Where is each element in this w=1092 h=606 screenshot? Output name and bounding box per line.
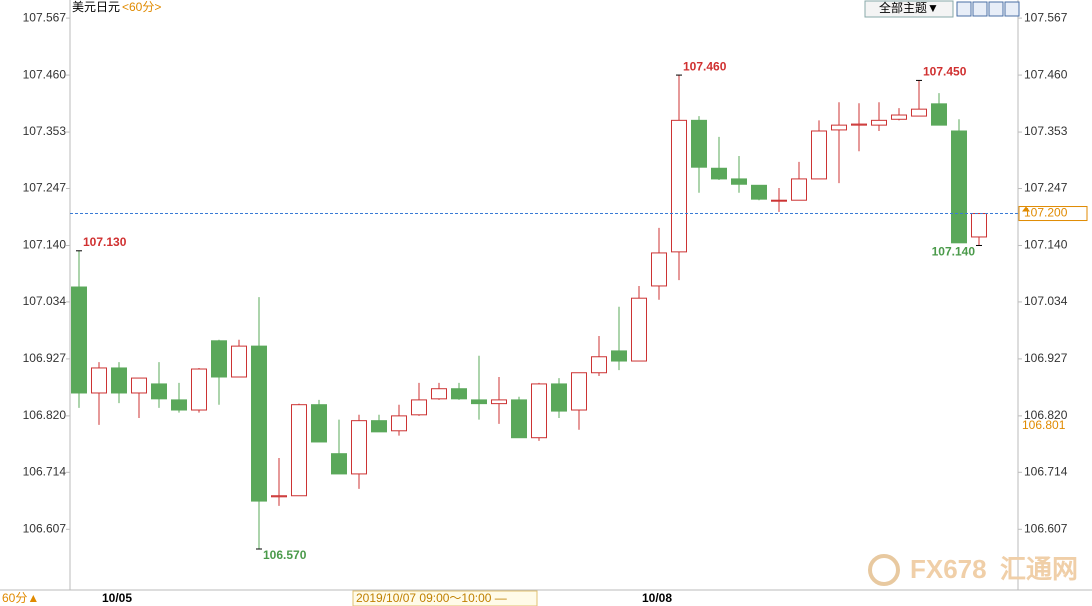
watermark-name: 汇通网 [1000, 554, 1078, 584]
candle-body [571, 372, 587, 411]
candle-body [131, 377, 147, 394]
y-tick-label: 107.353 [23, 124, 67, 138]
y-tick-label: 106.714 [23, 464, 67, 478]
tool-icon[interactable] [972, 1, 988, 17]
theme-button[interactable] [864, 0, 954, 18]
candle-body [271, 495, 287, 498]
symbol: 美元日元 [72, 0, 120, 14]
candle-body [711, 167, 727, 180]
y-tick-label: 107.567 [23, 10, 67, 24]
y2-tick-label: 107.140 [1024, 238, 1068, 252]
annotation-label: 107.450 [923, 65, 967, 79]
candle-body [151, 383, 167, 400]
candle-body [211, 340, 227, 378]
y-tick-label: 106.927 [23, 351, 67, 365]
watermark-logo [868, 554, 900, 586]
candle-body [391, 415, 407, 432]
y-tick-label: 106.607 [23, 521, 67, 535]
candle-body [751, 184, 767, 200]
y-tick-label: 107.247 [23, 181, 67, 195]
tool-icon[interactable] [1004, 1, 1020, 17]
candle-body [731, 178, 747, 185]
candle-body [491, 399, 507, 405]
candle-body [331, 453, 347, 475]
candle-body [531, 383, 547, 439]
candle-body [891, 114, 907, 120]
candle-body [251, 345, 267, 502]
annotation-label: 106.570 [263, 548, 307, 562]
candle-body [231, 345, 247, 378]
candle-body [631, 297, 647, 362]
current-price-label: 107.200 [1024, 206, 1068, 220]
crosshair-time-box [352, 590, 538, 606]
x-tick-label: 10/08 [642, 591, 672, 605]
y2-tick-label: 107.034 [1024, 294, 1068, 308]
candle-body [671, 119, 687, 253]
candle-body [551, 383, 567, 412]
theme-button-label[interactable]: 全部主题▼ [879, 0, 939, 15]
candle-body [971, 213, 987, 238]
candle-body [651, 252, 667, 287]
y-tick-label: 107.460 [23, 67, 67, 81]
candle-body [451, 388, 467, 400]
candle-body [371, 420, 387, 433]
y2-tick-label: 107.247 [1024, 181, 1068, 195]
current-price-arrow [1022, 206, 1030, 212]
annotation-label: 107.130 [83, 235, 127, 249]
candle-body [691, 119, 707, 168]
y2-tick-label: 107.460 [1024, 67, 1068, 81]
footer-period[interactable]: 60分▲ [2, 591, 39, 605]
annotation-label: 107.140 [932, 245, 976, 259]
crosshair-time: 2019/10/07 09:00～10:00 — [356, 591, 507, 605]
candle-body [471, 399, 487, 405]
candle-body [811, 130, 827, 180]
candle-body [351, 420, 367, 475]
x-tick-label: 10/05 [102, 591, 132, 605]
candle-body [191, 368, 207, 411]
tool-icon[interactable] [956, 1, 972, 17]
watermark-brand: FX678 [910, 554, 987, 584]
candle-body [611, 350, 627, 362]
candle-body [291, 404, 307, 497]
candle-body [171, 399, 187, 411]
candle-body [91, 367, 107, 394]
y2-tick-label: 106.714 [1024, 464, 1068, 478]
y2-tick-label: 106.927 [1024, 351, 1068, 365]
candle-body [111, 367, 127, 394]
candle-body [911, 108, 927, 117]
y2-tick-label: 107.567 [1024, 10, 1068, 24]
candle-body [431, 388, 447, 400]
candle-body [831, 124, 847, 131]
y-tick-label: 107.034 [23, 294, 67, 308]
marker-price-label: 106.801 [1022, 418, 1066, 432]
annotation-label: 107.460 [683, 59, 727, 73]
current-price-box [1018, 206, 1088, 222]
period: <60分> [122, 0, 161, 14]
candle-body [771, 199, 787, 202]
y2-tick-label: 106.607 [1024, 521, 1068, 535]
y2-tick-label: 106.820 [1024, 408, 1068, 422]
candle-body [511, 399, 527, 439]
candle-body [871, 119, 887, 126]
candle-body [71, 286, 87, 394]
candle-body [851, 123, 867, 126]
y-tick-label: 106.820 [23, 408, 67, 422]
candle-body [791, 178, 807, 201]
y-tick-label: 107.140 [23, 238, 67, 252]
y2-tick-label: 107.353 [1024, 124, 1068, 138]
candle-body [311, 404, 327, 443]
candle-body [951, 130, 967, 244]
tool-icon[interactable] [988, 1, 1004, 17]
candle-body [591, 356, 607, 374]
candle-body [411, 399, 427, 416]
candle-body [931, 103, 947, 126]
